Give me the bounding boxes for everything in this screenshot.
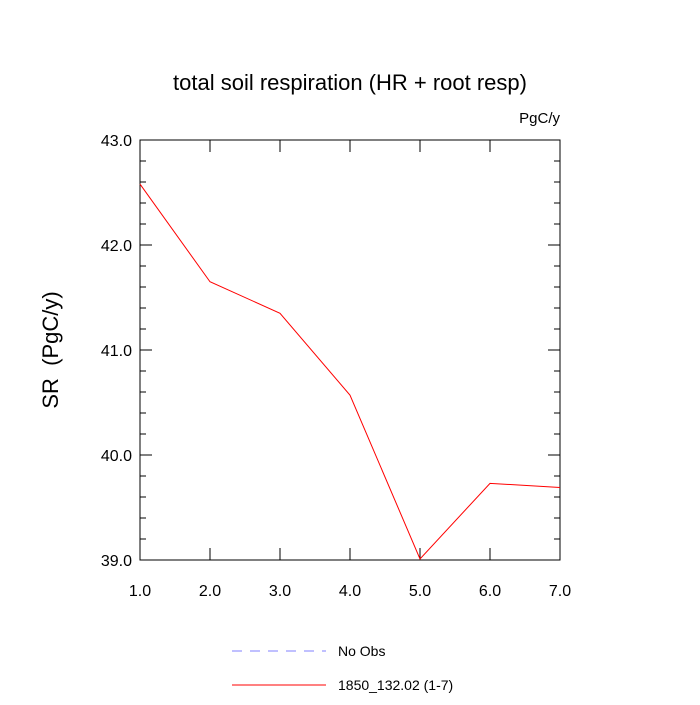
y-tick-label: 42.0 — [101, 238, 132, 255]
x-tick-label: 6.0 — [479, 583, 501, 600]
y-tick-label: 39.0 — [101, 553, 132, 570]
x-tick-label: 2.0 — [199, 583, 221, 600]
x-tick-label: 1.0 — [129, 583, 151, 600]
y-tick-label: 43.0 — [101, 133, 132, 150]
legend-label: 1850_132.02 (1-7) — [338, 677, 453, 693]
y-tick-label: 40.0 — [101, 448, 132, 465]
x-tick-label: 3.0 — [269, 583, 291, 600]
legend: No Obs 1850_132.02 (1-7) — [232, 643, 453, 693]
y-axis-label: SR (PgC/y) — [38, 291, 63, 408]
plot-frame — [140, 140, 560, 560]
legend-label: No Obs — [338, 643, 385, 659]
x-tick-label: 4.0 — [339, 583, 361, 600]
chart-title: total soil respiration (HR + root resp) — [173, 70, 527, 95]
series-line — [140, 184, 560, 559]
y-tick-label: 41.0 — [101, 343, 132, 360]
x-tick-label: 7.0 — [549, 583, 571, 600]
axes-group: 1.0 2.0 3.0 4.0 5.0 6.0 7.0 39.0 40.0 41.0 42.0 43.… — [101, 133, 571, 600]
units-label: PgC/y — [519, 110, 560, 127]
series-layer — [140, 184, 560, 559]
x-tick-label: 5.0 — [409, 583, 431, 600]
